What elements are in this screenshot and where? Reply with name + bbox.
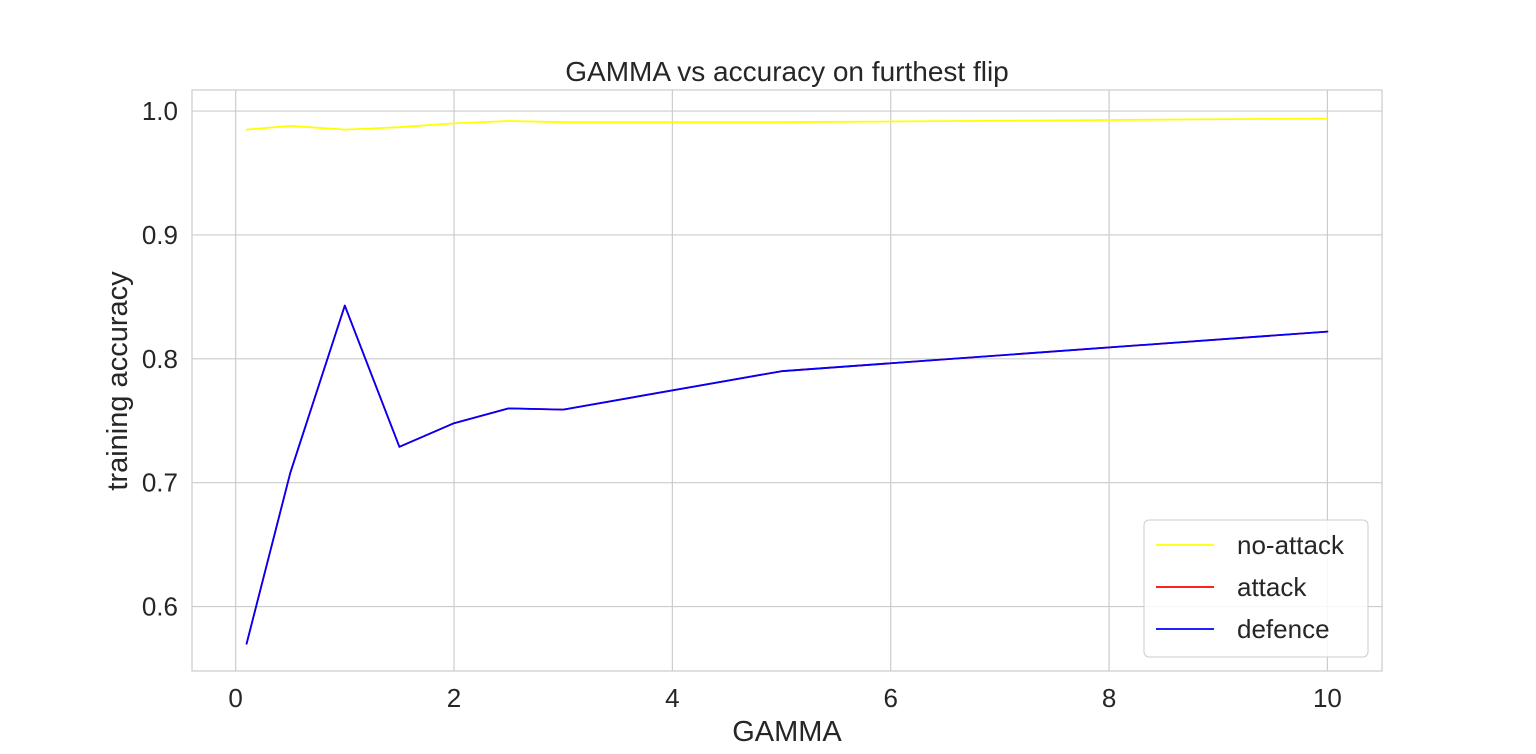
chart-title: GAMMA vs accuracy on furthest flip — [565, 56, 1009, 87]
series-lines — [245, 117, 1329, 645]
x-axis-label: GAMMA — [732, 716, 842, 748]
x-tick-label: 4 — [665, 683, 679, 713]
series-line-defence — [245, 304, 1329, 645]
x-tick-label: 10 — [1313, 683, 1342, 713]
y-tick-label: 0.9 — [142, 220, 178, 250]
y-tick-label: 0.6 — [142, 592, 178, 622]
x-tick-label: 8 — [1102, 683, 1116, 713]
x-tick-label: 2 — [447, 683, 461, 713]
tick-labels: 0 2 4 6 8 10 0.6 0.7 0.8 0.9 1.0 — [142, 96, 1342, 713]
legend: no-attack attack defence — [1143, 519, 1369, 658]
x-tick-label: 0 — [228, 683, 242, 713]
legend-label-defence: defence — [1237, 614, 1330, 644]
legend-box — [1143, 519, 1369, 658]
legend-label-no-attack: no-attack — [1237, 530, 1345, 560]
y-tick-label: 0.8 — [142, 344, 178, 374]
y-tick-label: 1.0 — [142, 96, 178, 126]
y-axis-label: training accuracy — [102, 271, 134, 491]
x-tick-label: 6 — [883, 683, 897, 713]
series-line-no-attack — [245, 117, 1329, 131]
legend-label-attack: attack — [1237, 572, 1307, 602]
y-tick-label: 0.7 — [142, 468, 178, 498]
plot-frame — [191, 89, 1383, 672]
